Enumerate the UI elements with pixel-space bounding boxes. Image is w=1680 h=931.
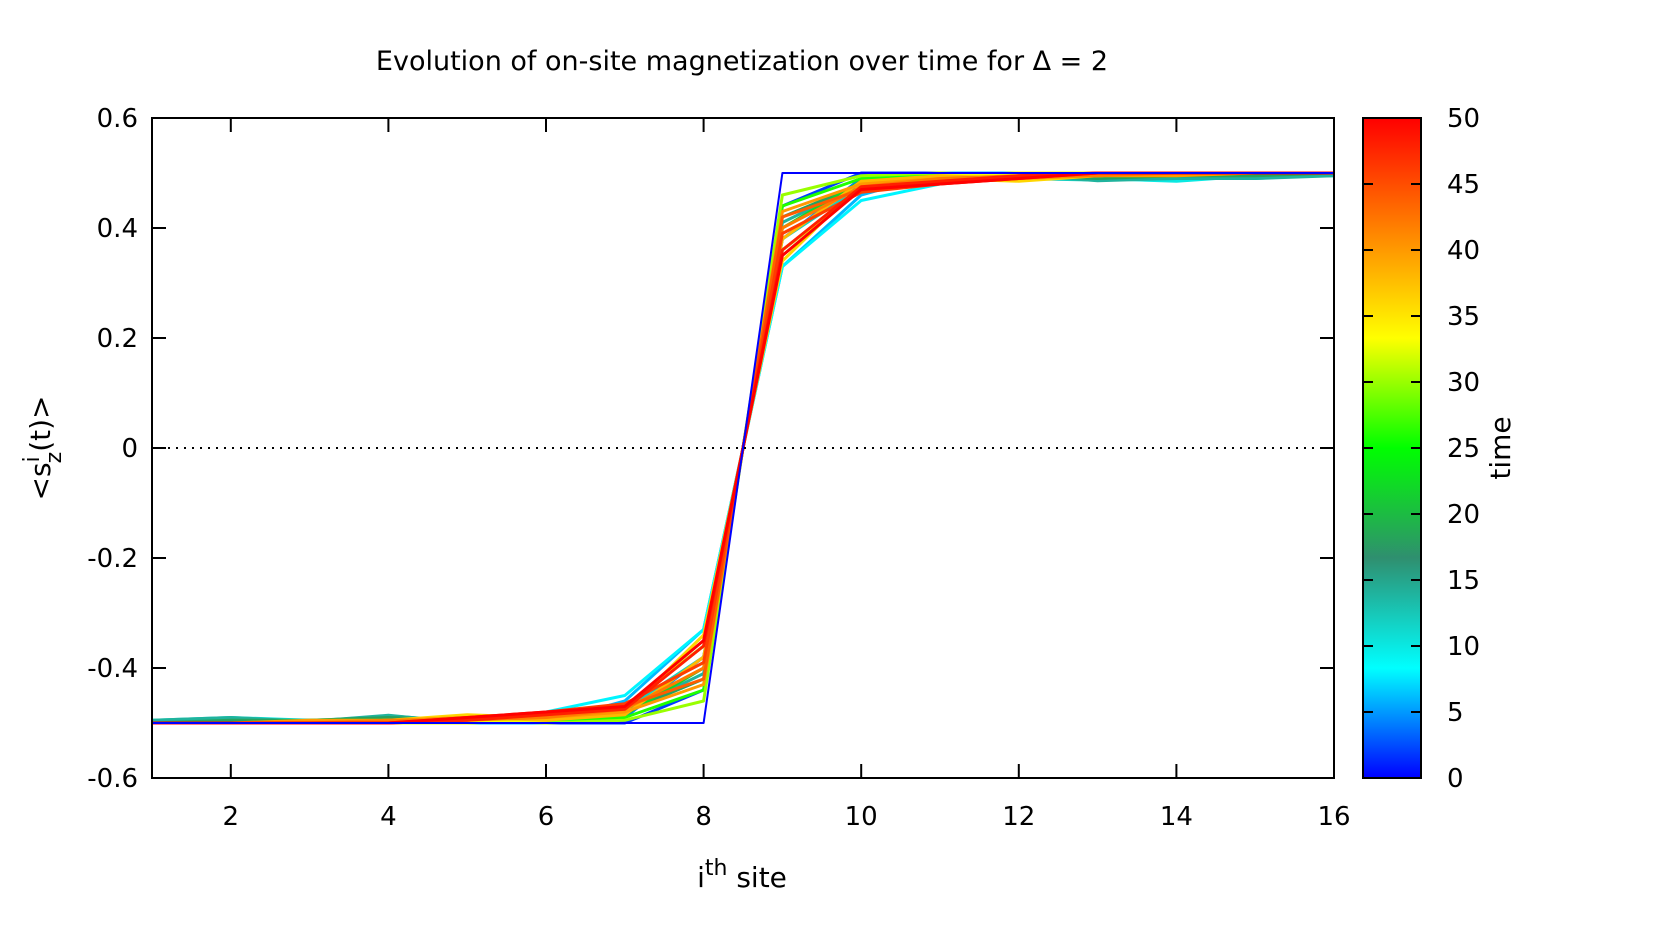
x-label-sup: th	[705, 856, 728, 881]
y-tick-label: 0	[121, 434, 138, 464]
x-tick-label: 12	[1002, 802, 1035, 832]
colorbar-tick-label: 25	[1447, 434, 1480, 464]
x-axis-label: ith site	[697, 856, 787, 894]
colorbar-ticks: 0 5 10 15 20 25 30 35 40 45 50	[1363, 104, 1480, 794]
x-tick-label: 6	[538, 802, 555, 832]
colorbar-label: time	[1484, 416, 1517, 479]
colorbar-tick-label: 30	[1447, 368, 1480, 398]
y-label-sup: i	[20, 456, 45, 462]
y-tick-label: -0.2	[87, 544, 138, 574]
colorbar-tick-label: 35	[1447, 302, 1480, 332]
colorbar-tick-label: 0	[1447, 764, 1464, 794]
y-tick-label: -0.6	[87, 764, 138, 794]
colorbar-tick-label: 40	[1447, 236, 1480, 266]
y-label-close: (t)>	[24, 395, 57, 451]
x-tick-label: 10	[845, 802, 878, 832]
colorbar-tick-label: 15	[1447, 566, 1480, 596]
chart-title: Evolution of on-site magnetization over …	[376, 46, 1108, 77]
y-tick-label: 0.6	[97, 104, 138, 134]
colorbar-tick-label: 20	[1447, 500, 1480, 530]
y-label-sub: z	[42, 452, 67, 464]
x-tick-label: 14	[1160, 802, 1193, 832]
y-tick-label: 0.4	[97, 214, 138, 244]
y-axis: -0.6 -0.4 -0.2 0 0.2 0.4 0.6	[87, 104, 1334, 794]
series-line-t0	[152, 172, 1334, 724]
x-tick-label: 8	[695, 802, 712, 832]
series-group	[152, 171, 1334, 725]
x-tick-label: 4	[380, 802, 397, 832]
colorbar: 0 5 10 15 20 25 30 35 40 45 50 time	[1362, 104, 1517, 794]
x-axis: 2 4 6 8 10 12 14 16	[223, 118, 1351, 832]
colorbar-tick-label: 10	[1447, 632, 1480, 662]
colorbar-tick-label: 45	[1447, 170, 1480, 200]
x-tick-label: 16	[1317, 802, 1350, 832]
y-tick-label: 0.2	[97, 324, 138, 354]
y-tick-label: -0.4	[87, 654, 138, 684]
y-label-open: <s	[24, 462, 57, 500]
x-tick-label: 2	[223, 802, 240, 832]
colorbar-tick-label: 5	[1447, 698, 1464, 728]
x-label-base: i	[697, 861, 705, 894]
y-axis-label: <siz(t)>	[20, 395, 67, 500]
colorbar-tick-label: 50	[1447, 104, 1480, 134]
x-label-rest: site	[727, 861, 786, 894]
